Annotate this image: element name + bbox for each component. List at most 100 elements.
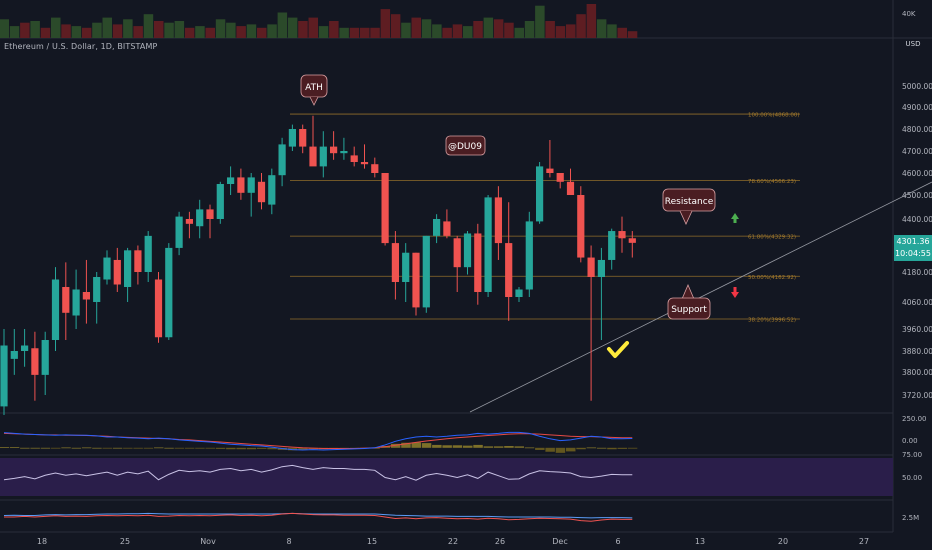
time-tick-label: 26 [495,537,505,546]
time-tick-label: 8 [286,537,291,546]
candle-body [21,345,29,351]
candle-body [494,197,502,244]
macd-pane [0,431,638,453]
bottom-indicator-pane [3,512,633,522]
candle-body [536,166,544,222]
arrow-up-icon [731,213,739,223]
candle-body [268,175,276,205]
volume-bar [154,21,164,38]
time-tick-label: 15 [367,537,377,546]
volume-bar [493,19,504,38]
volume-bar [0,19,9,38]
volume-bar [421,19,432,38]
volume-bar [318,26,329,38]
rsi-band [0,458,893,496]
candle-body [402,252,410,282]
candle-body [10,351,18,359]
candle-body [72,289,80,316]
macd-histogram-bar [236,447,246,450]
price-tick-label: 4500.00 [902,191,932,200]
candle-body [546,168,554,173]
volume-bar [133,26,143,38]
volume-bar [432,24,442,38]
candle-body [299,129,307,147]
macd-histogram-bar [298,447,308,450]
macd-histogram-bar [401,442,411,448]
support-label[interactable]: Support [667,283,711,320]
candle-body [587,257,595,277]
candle-body [165,247,173,338]
author-label: @DU09 [445,135,486,156]
candle-body [515,289,523,297]
candle-body [134,250,142,272]
price-tick-label: 4180.00 [902,268,932,277]
volume-bar [586,4,597,38]
time-tick-label: 22 [448,537,458,546]
macd-histogram-bar [586,447,597,449]
resistance-label[interactable]: Resistance [662,188,716,225]
macd-histogram-bar [493,446,504,448]
macd-signal-line [3,432,633,450]
candle-body [185,219,193,224]
macd-histogram-bar [112,447,123,449]
volume-bar [463,26,473,38]
volume-bar [607,24,617,38]
volume-bar [277,12,288,38]
volume-bar [174,21,185,38]
trendline[interactable] [469,181,932,413]
currency-label[interactable]: USD [905,40,921,48]
volume-bar [555,26,566,38]
macd-line [3,431,633,451]
rsi-line [3,464,633,481]
macd-histogram-bar [596,447,607,449]
volume-bar [112,24,123,38]
candle-body [288,129,296,147]
macd-histogram-bar [92,447,102,449]
candle-body [608,231,616,260]
macd-histogram-bar [226,447,236,450]
candle-body [381,173,389,244]
volume-bar [452,24,463,38]
indicator-scale-label: 2.5M [902,514,919,522]
candle-body [453,238,461,268]
macd-histogram-bar [133,447,143,449]
ath-label[interactable]: ATH [300,74,328,106]
bottom-line-a [3,512,633,519]
volume-pane: 40K [0,4,916,38]
volume-bar [349,27,360,38]
volume-bar [215,19,226,38]
macd-histogram-bar [452,445,463,448]
candle-body [144,235,152,272]
price-tick-label: 5000.00 [902,82,932,91]
resistance-text: Resistance [665,197,714,207]
volume-bar [360,27,370,38]
volume-bar [164,22,174,38]
candle-body [216,184,224,219]
volume-bar [9,26,20,38]
fib-level-label: 100.00%(4868.00) [748,113,800,119]
volume-bar [390,14,401,38]
macd-histogram-bar [267,447,277,450]
volume-bar [61,24,71,38]
time-tick-label: Nov [200,537,216,546]
candle-body [412,252,420,308]
candle-body [113,259,121,285]
candle-body [82,292,90,300]
current-price: 4301.36 [896,237,930,246]
macd-histogram-bar [61,447,71,449]
volume-bar [102,17,112,38]
candle-body [422,235,430,308]
volume-bar [442,27,452,38]
fib-level-label: 78.60%(4566.23) [748,179,796,185]
candle-body [51,279,60,340]
arrow-down-icon [731,287,739,298]
volume-bar [617,27,627,38]
candle-body [309,146,317,167]
time-tick-label: 18 [37,537,47,546]
volume-scale-label: 40K [902,10,916,18]
candle-body [247,177,255,193]
macd-histogram-bar [545,447,555,452]
candle-body [618,231,626,239]
volume-bar [226,22,236,38]
